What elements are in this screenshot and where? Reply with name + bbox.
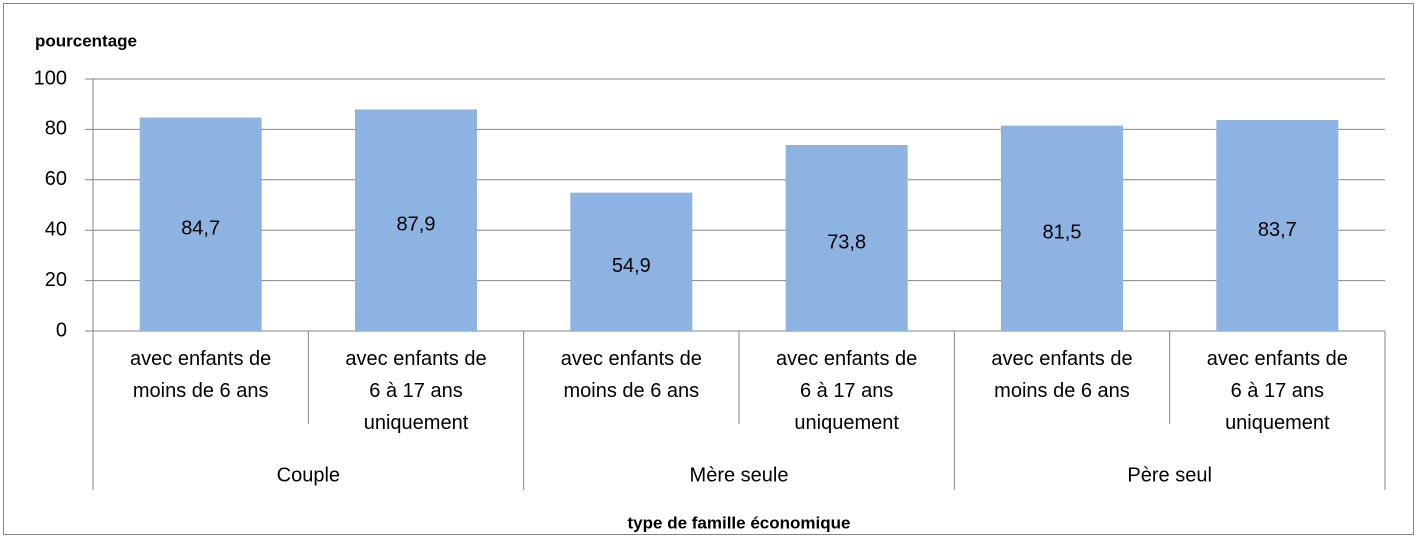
y-tick-label: 60 <box>45 168 67 190</box>
x-tick-label: avec enfants de 6 à 17 ans uniquement <box>1207 348 1348 434</box>
value-label: 87,9 <box>397 214 436 236</box>
y-tick-label: 40 <box>45 218 67 240</box>
x-tick-label: avec enfants de 6 à 17 ans uniquement <box>345 348 486 434</box>
bar <box>570 192 693 331</box>
y-tick-label: 100 <box>34 67 67 89</box>
y-tick-label: 80 <box>45 118 67 140</box>
y-tick-label: 0 <box>56 319 67 341</box>
value-label: 73,8 <box>827 231 866 253</box>
y-axis-title: pourcentage <box>35 31 137 50</box>
group-label: Couple <box>277 464 340 486</box>
bar <box>355 109 477 331</box>
x-tick-label: avec enfants de moins de 6 ans <box>561 348 702 402</box>
bar <box>785 145 908 331</box>
x-tick-label: avec enfants de moins de 6 ans <box>991 348 1132 402</box>
group-label: Père seul <box>1127 464 1212 486</box>
group-label: Mère seule <box>690 464 789 486</box>
value-label: 84,7 <box>181 218 220 240</box>
x-tick-label: avec enfants de 6 à 17 ans uniquement <box>776 348 917 434</box>
x-axis-title: type de famille économique <box>628 513 851 532</box>
value-label: 81,5 <box>1043 222 1082 244</box>
bar <box>139 117 262 331</box>
value-label: 83,7 <box>1258 219 1297 241</box>
x-tick-label: avec enfants de moins de 6 ans <box>130 348 271 402</box>
value-label: 54,9 <box>612 255 651 277</box>
bar <box>1216 120 1339 332</box>
bar <box>1001 125 1123 332</box>
y-tick-label: 20 <box>45 269 67 291</box>
